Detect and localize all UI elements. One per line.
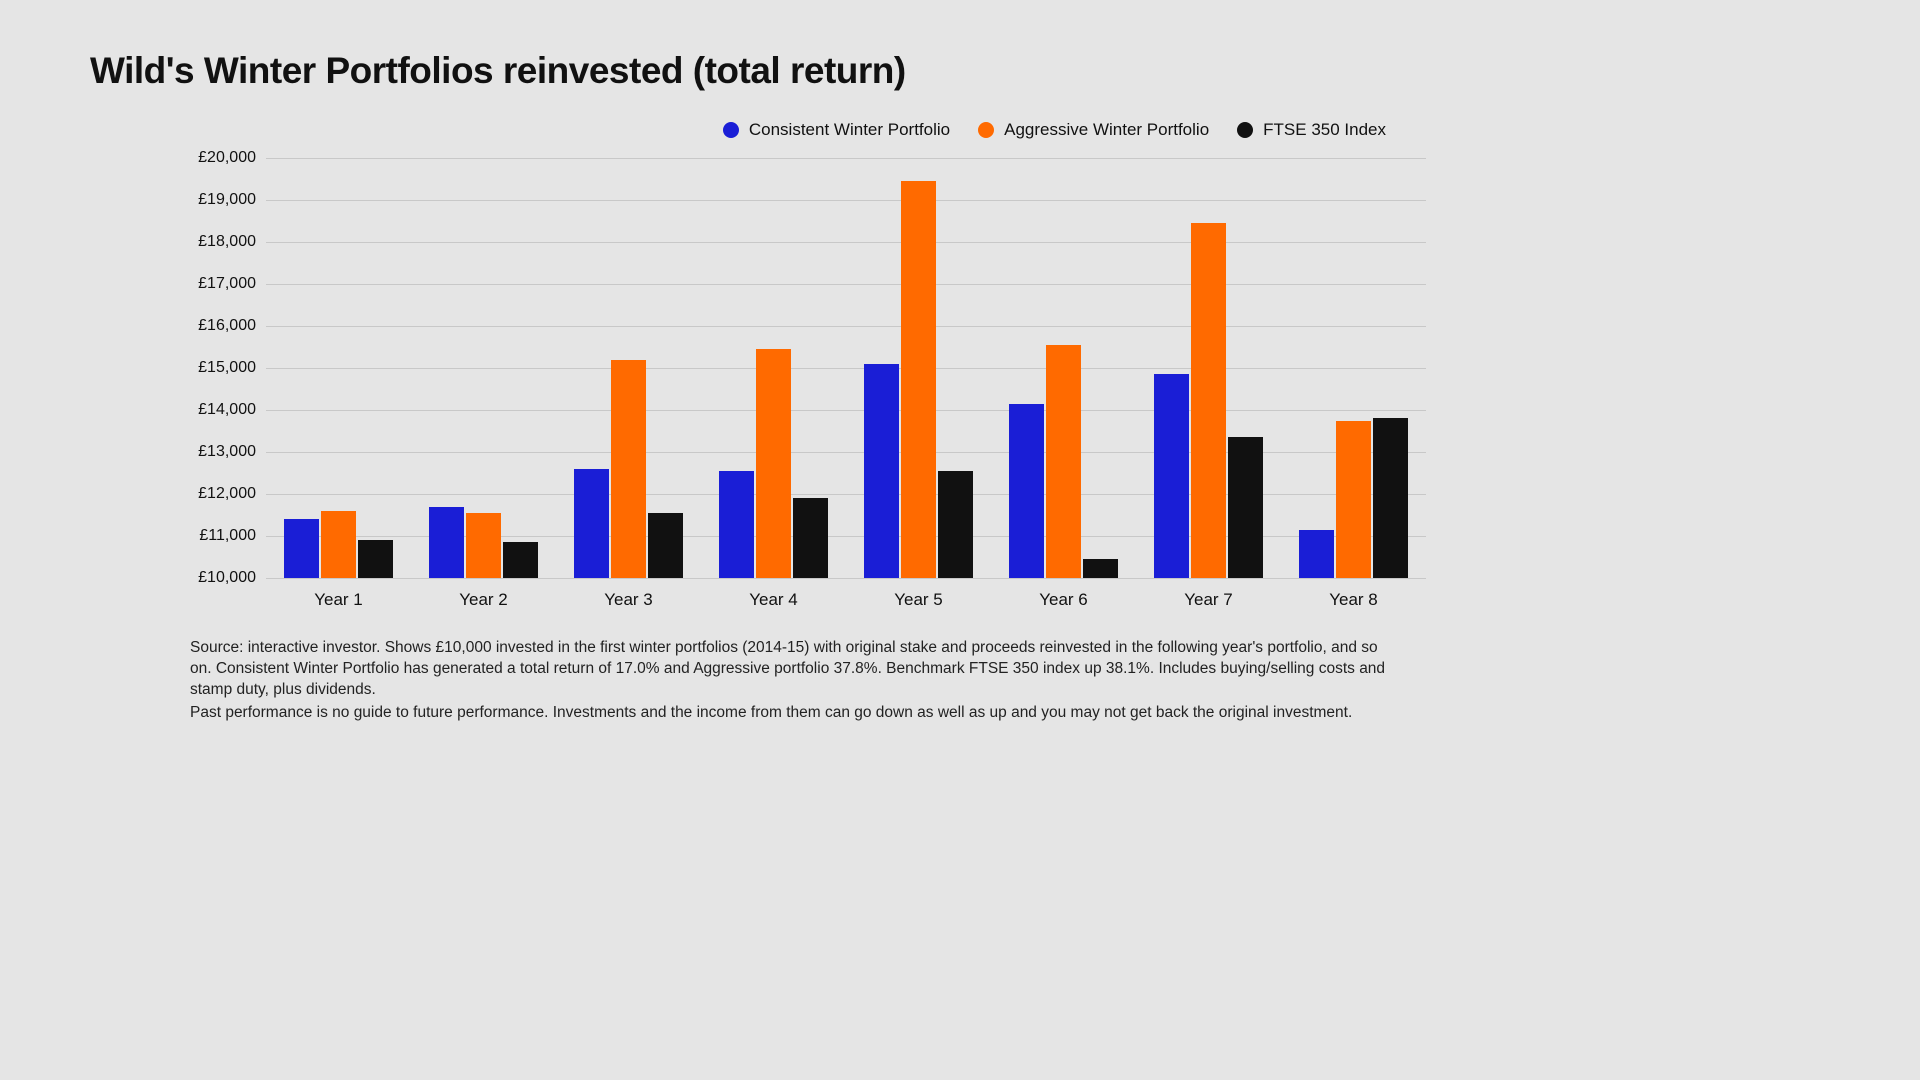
x-tick-label: Year 3 — [556, 590, 701, 610]
x-tick-label: Year 7 — [1136, 590, 1281, 610]
legend-swatch — [978, 122, 994, 138]
bar-group — [991, 158, 1136, 578]
x-tick-label: Year 6 — [991, 590, 1136, 610]
legend-swatch — [1237, 122, 1253, 138]
y-tick-label: £20,000 — [190, 149, 256, 167]
x-tick-label: Year 1 — [266, 590, 411, 610]
bar — [1299, 530, 1334, 578]
bar — [1083, 559, 1118, 578]
gridline — [266, 578, 1426, 579]
bar-group — [411, 158, 556, 578]
bar — [938, 471, 973, 578]
chart-title: Wild's Winter Portfolios reinvested (tot… — [90, 50, 1446, 92]
bar — [321, 511, 356, 578]
bar — [1373, 418, 1408, 578]
footnote: Source: interactive investor. Shows £10,… — [90, 638, 1446, 724]
bar — [864, 364, 899, 578]
y-tick-label: £11,000 — [190, 527, 256, 545]
legend-item: Aggressive Winter Portfolio — [978, 120, 1209, 140]
y-tick-label: £19,000 — [190, 191, 256, 209]
bar — [719, 471, 754, 578]
bar-group — [556, 158, 701, 578]
bar — [429, 507, 464, 578]
bar — [284, 519, 319, 578]
bar — [901, 181, 936, 578]
y-tick-label: £15,000 — [190, 359, 256, 377]
bar — [1228, 437, 1263, 578]
y-tick-label: £13,000 — [190, 443, 256, 461]
y-tick-label: £10,000 — [190, 569, 256, 587]
bar — [358, 540, 393, 578]
y-tick-label: £18,000 — [190, 233, 256, 251]
legend-swatch — [723, 122, 739, 138]
y-tick-label: £12,000 — [190, 485, 256, 503]
x-tick-label: Year 4 — [701, 590, 846, 610]
x-tick-label: Year 2 — [411, 590, 556, 610]
bar — [1009, 404, 1044, 578]
legend-label: Aggressive Winter Portfolio — [1004, 120, 1209, 140]
y-tick-label: £14,000 — [190, 401, 256, 419]
bar — [793, 498, 828, 578]
legend-item: FTSE 350 Index — [1237, 120, 1386, 140]
bar-group — [701, 158, 846, 578]
footnote-disclaimer: Past performance is no guide to future p… — [190, 703, 1386, 724]
y-tick-label: £16,000 — [190, 317, 256, 335]
bar — [466, 513, 501, 578]
bar-group — [846, 158, 991, 578]
bar-group — [1136, 158, 1281, 578]
bar — [648, 513, 683, 578]
bar-group — [1281, 158, 1426, 578]
bar-group — [266, 158, 411, 578]
y-tick-label: £17,000 — [190, 275, 256, 293]
bar — [756, 349, 791, 578]
legend: Consistent Winter Portfolio Aggressive Wi… — [90, 120, 1446, 140]
bar — [574, 469, 609, 578]
legend-label: FTSE 350 Index — [1263, 120, 1386, 140]
bar — [1046, 345, 1081, 578]
x-tick-label: Year 5 — [846, 590, 991, 610]
plot-area: £10,000£11,000£12,000£13,000£14,000£15,0… — [190, 158, 1426, 578]
bar — [503, 542, 538, 578]
bar — [1154, 374, 1189, 578]
legend-item: Consistent Winter Portfolio — [723, 120, 950, 140]
footnote-source: Source: interactive investor. Shows £10,… — [190, 638, 1386, 701]
bar — [1191, 223, 1226, 578]
legend-label: Consistent Winter Portfolio — [749, 120, 950, 140]
x-axis-labels: Year 1Year 2Year 3Year 4Year 5Year 6Year… — [266, 590, 1426, 610]
chart: £10,000 £11,000 £12,000 £13,000 £14,000 £15,0… — [90, 158, 1446, 610]
bar-groups — [266, 158, 1426, 578]
bar — [1336, 421, 1371, 579]
bar — [611, 360, 646, 578]
x-tick-label: Year 8 — [1281, 590, 1426, 610]
